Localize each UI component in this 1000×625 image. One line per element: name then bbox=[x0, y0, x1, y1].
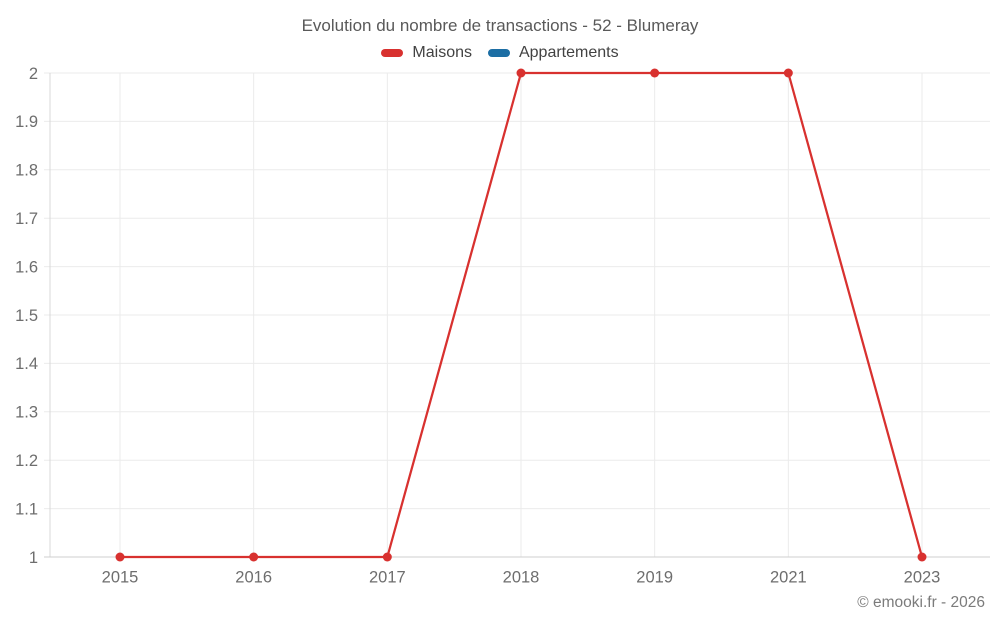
data-point-maisons-2018[interactable] bbox=[516, 68, 526, 78]
y-tick-label: 2 bbox=[29, 65, 38, 83]
x-tick-label: 2019 bbox=[636, 569, 673, 587]
data-point-maisons-2023[interactable] bbox=[917, 552, 927, 562]
data-point-maisons-2015[interactable] bbox=[115, 552, 125, 562]
x-tick-label: 2018 bbox=[503, 569, 540, 587]
legend: Maisons Appartements bbox=[0, 44, 1000, 62]
x-tick-label: 2016 bbox=[235, 569, 272, 587]
data-point-maisons-2016[interactable] bbox=[249, 552, 259, 562]
legend-label-appartements: Appartements bbox=[518, 44, 619, 61]
x-tick-label: 2021 bbox=[770, 569, 807, 587]
y-tick-label: 1.1 bbox=[15, 500, 38, 518]
legend-item-maisons[interactable]: Maisons bbox=[381, 44, 472, 62]
y-tick-label: 1.5 bbox=[15, 307, 38, 325]
x-tick-label: 2023 bbox=[904, 569, 941, 587]
data-point-maisons-2017[interactable] bbox=[382, 552, 392, 562]
chart-title: Evolution du nombre de transactions - 52… bbox=[301, 16, 699, 35]
appartements-series-swatch-icon bbox=[487, 49, 510, 57]
y-tick-label: 1 bbox=[29, 549, 38, 567]
y-tick-label: 1.3 bbox=[15, 404, 38, 422]
legend-item-appartements[interactable]: Appartements bbox=[487, 44, 619, 62]
x-tick-label: 2017 bbox=[369, 569, 406, 587]
y-tick-label: 1.6 bbox=[15, 258, 38, 276]
copyright-text: © emooki.fr - 2026 bbox=[857, 594, 985, 611]
legend-label-maisons: Maisons bbox=[412, 44, 472, 61]
y-tick-label: 1.2 bbox=[15, 452, 38, 470]
y-tick-label: 1.8 bbox=[15, 162, 38, 180]
y-tick-label: 1.7 bbox=[15, 210, 38, 228]
x-tick-label: 2015 bbox=[102, 569, 139, 587]
y-tick-label: 1.4 bbox=[15, 355, 38, 373]
data-point-maisons-2019[interactable] bbox=[650, 68, 660, 78]
y-tick-label: 1.9 bbox=[15, 113, 38, 131]
maisons-series-swatch-icon bbox=[381, 49, 404, 57]
data-point-maisons-2021[interactable] bbox=[783, 68, 793, 78]
